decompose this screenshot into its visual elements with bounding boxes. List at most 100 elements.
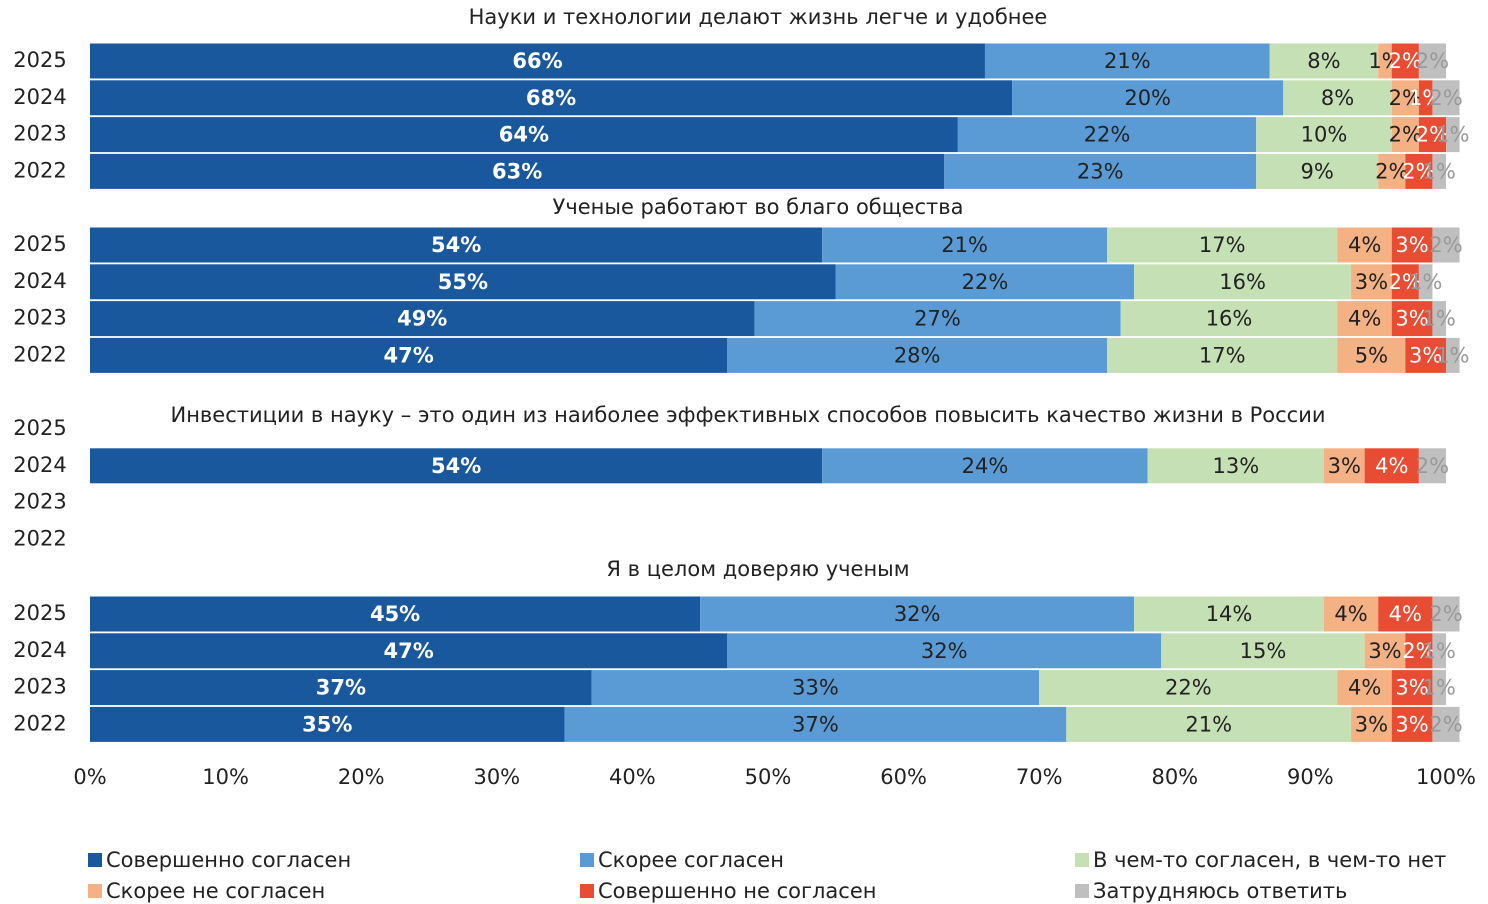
data-label: 3% xyxy=(1355,712,1388,736)
bar-segment xyxy=(1391,117,1419,153)
legend-swatch xyxy=(1075,884,1089,898)
bar-segment xyxy=(1147,448,1324,484)
legend-swatch xyxy=(88,884,102,898)
x-tick-label: 30% xyxy=(473,765,520,789)
bar-segment xyxy=(1323,448,1365,484)
bar-segment xyxy=(957,117,1257,153)
legend-swatch xyxy=(1075,853,1089,867)
data-label: 47% xyxy=(384,639,434,663)
data-label: 68% xyxy=(526,86,576,110)
bar-segment xyxy=(1161,633,1365,669)
bar-segment xyxy=(1391,301,1433,337)
legend-label: Совершенно согласен xyxy=(106,848,351,872)
data-label: 3% xyxy=(1409,343,1442,367)
data-label: 2% xyxy=(1416,454,1449,478)
data-label: 2% xyxy=(1416,49,1449,73)
legend-label: В чем-то согласен, в чем-то нет xyxy=(1093,848,1446,872)
data-label: 5% xyxy=(1355,343,1388,367)
bar-segment xyxy=(1432,633,1446,669)
bar-segment xyxy=(1405,337,1446,373)
data-label: 49% xyxy=(397,307,447,331)
bar-segment xyxy=(90,117,958,153)
data-label: 4% xyxy=(1389,602,1422,626)
bar-segment xyxy=(1432,596,1460,632)
data-label: 3% xyxy=(1395,712,1428,736)
bar-segment xyxy=(1039,670,1338,706)
bar-segment xyxy=(1256,117,1392,153)
y-tick-label: 2023 xyxy=(13,490,66,514)
data-label: 8% xyxy=(1321,86,1354,110)
data-label: 3% xyxy=(1395,233,1428,257)
bar-segment xyxy=(1418,117,1446,153)
bar-segment xyxy=(1432,301,1446,337)
data-label: 4% xyxy=(1375,454,1408,478)
data-label: 2% xyxy=(1389,123,1422,147)
data-label: 64% xyxy=(499,123,549,147)
data-label: 24% xyxy=(962,454,1009,478)
bar-segment xyxy=(1337,670,1392,706)
bar-segment xyxy=(944,153,1257,189)
data-label: 3% xyxy=(1395,307,1428,331)
data-label: 2% xyxy=(1429,233,1462,257)
bar-segment xyxy=(1107,337,1338,373)
legend-swatch xyxy=(88,853,102,867)
group-title: Инвестиции в науку – это один из наиболе… xyxy=(170,403,1325,427)
data-label: 3% xyxy=(1355,270,1388,294)
data-label: 2% xyxy=(1429,602,1462,626)
y-tick-label: 2025 xyxy=(13,48,66,72)
bar-segment xyxy=(727,337,1107,373)
data-label: 55% xyxy=(438,270,488,294)
bar-segment xyxy=(1418,264,1433,300)
bar-segment xyxy=(835,264,1135,300)
data-label: 1% xyxy=(1436,343,1469,367)
x-tick-label: 60% xyxy=(880,765,927,789)
bar-segment xyxy=(1134,596,1324,632)
bar-segment xyxy=(1418,448,1446,484)
bar-segment xyxy=(1432,670,1446,706)
bar-segment xyxy=(1391,706,1433,742)
y-tick-label: 2024 xyxy=(13,85,66,109)
data-label: 4% xyxy=(1348,307,1381,331)
y-tick-label: 2022 xyxy=(13,342,66,366)
x-tick-label: 50% xyxy=(745,765,792,789)
data-label: 4% xyxy=(1348,233,1381,257)
y-tick-label: 2022 xyxy=(13,711,66,735)
data-label: 21% xyxy=(941,233,988,257)
data-label: 9% xyxy=(1301,159,1334,183)
bar-segment xyxy=(1269,43,1379,79)
y-tick-label: 2022 xyxy=(13,526,66,550)
data-label: 2% xyxy=(1389,86,1422,110)
data-label: 16% xyxy=(1206,307,1253,331)
bar-segment xyxy=(1432,153,1446,189)
bar-segment xyxy=(1378,153,1406,189)
data-label: 2% xyxy=(1375,159,1408,183)
bar-segment xyxy=(1391,670,1433,706)
data-label: 22% xyxy=(1084,123,1131,147)
bar-segment xyxy=(1446,337,1460,373)
data-label: 22% xyxy=(1165,676,1212,700)
data-label: 16% xyxy=(1219,270,1266,294)
bar-segment xyxy=(1391,264,1419,300)
bar-segment xyxy=(90,153,945,189)
x-tick-label: 100% xyxy=(1416,765,1476,789)
y-tick-label: 2025 xyxy=(13,232,66,256)
data-label: 1% xyxy=(1423,159,1456,183)
bar-segment xyxy=(1337,227,1392,263)
bar-segment xyxy=(984,43,1270,79)
x-tick-label: 40% xyxy=(609,765,656,789)
y-tick-label: 2023 xyxy=(13,122,66,146)
bar-segment xyxy=(90,596,701,632)
data-label: 45% xyxy=(370,602,420,626)
x-tick-label: 90% xyxy=(1287,765,1334,789)
bar-segment xyxy=(1364,633,1406,669)
bar-segment xyxy=(90,80,1013,116)
legend-label: Скорее согласен xyxy=(598,848,784,872)
bar-segment xyxy=(90,337,728,373)
data-label: 15% xyxy=(1240,639,1287,663)
x-tick-label: 10% xyxy=(202,765,249,789)
y-tick-label: 2023 xyxy=(13,306,66,330)
y-tick-label: 2023 xyxy=(13,675,66,699)
bar-segment xyxy=(90,633,728,669)
data-label: 1% xyxy=(1436,123,1469,147)
data-label: 66% xyxy=(512,49,562,73)
